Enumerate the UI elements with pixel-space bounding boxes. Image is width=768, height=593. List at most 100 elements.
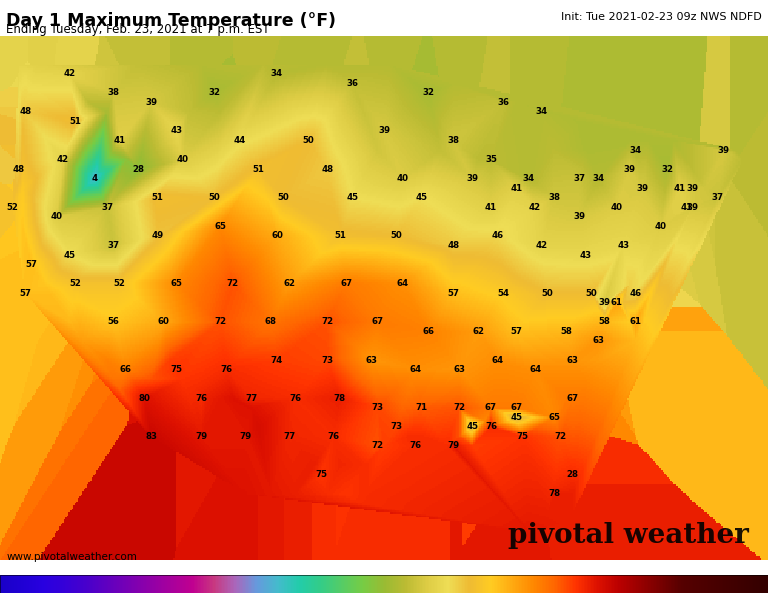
Text: 40: 40 [51, 212, 63, 221]
Text: 57: 57 [19, 289, 31, 298]
Text: 72: 72 [321, 317, 333, 326]
Text: pivotal weather: pivotal weather [508, 521, 749, 549]
Text: 49: 49 [151, 231, 164, 240]
Text: 63: 63 [567, 356, 579, 365]
Text: 40: 40 [397, 174, 409, 183]
Text: 39: 39 [573, 212, 585, 221]
Text: 40: 40 [177, 155, 189, 164]
Text: 50: 50 [277, 193, 290, 202]
Text: 64: 64 [397, 279, 409, 288]
Text: 63: 63 [366, 356, 377, 365]
Text: 45: 45 [346, 193, 359, 202]
Text: 77: 77 [283, 432, 296, 441]
Text: 41: 41 [674, 184, 686, 193]
Text: 50: 50 [208, 193, 220, 202]
Text: 76: 76 [328, 432, 339, 441]
Text: 40: 40 [611, 203, 623, 212]
Text: 39: 39 [687, 184, 698, 193]
Text: 76: 76 [195, 394, 207, 403]
Text: 76: 76 [485, 422, 497, 431]
Text: 45: 45 [466, 422, 478, 431]
Text: Ending Tuesday, Feb. 23, 2021 at 7 p.m. EST: Ending Tuesday, Feb. 23, 2021 at 7 p.m. … [6, 23, 270, 36]
Text: 32: 32 [422, 88, 434, 97]
Text: 67: 67 [485, 403, 497, 412]
Text: 65: 65 [548, 413, 560, 422]
Text: 72: 72 [372, 441, 384, 450]
Text: 75: 75 [315, 470, 327, 479]
Text: 39: 39 [378, 126, 390, 135]
Text: 65: 65 [170, 279, 182, 288]
Text: 66: 66 [120, 365, 132, 374]
Text: 28: 28 [567, 470, 579, 479]
Text: 77: 77 [246, 394, 258, 403]
Text: 39: 39 [687, 203, 698, 212]
Text: 39: 39 [636, 184, 648, 193]
Text: 34: 34 [630, 146, 642, 155]
Text: 46: 46 [630, 289, 642, 298]
Text: 67: 67 [340, 279, 353, 288]
Text: 63: 63 [592, 336, 604, 345]
Text: 58: 58 [598, 317, 611, 326]
Text: 41: 41 [510, 184, 522, 193]
Text: 57: 57 [510, 327, 522, 336]
Text: 34: 34 [535, 107, 548, 116]
Text: 52: 52 [70, 279, 81, 288]
Text: 50: 50 [391, 231, 402, 240]
Text: 36: 36 [498, 98, 510, 107]
Text: 39: 39 [466, 174, 478, 183]
Text: 42: 42 [529, 203, 541, 212]
Text: 36: 36 [346, 79, 359, 88]
Text: 40: 40 [655, 222, 667, 231]
Text: 61: 61 [611, 298, 623, 307]
Text: 50: 50 [303, 136, 314, 145]
Text: www.pivotalweather.com: www.pivotalweather.com [6, 551, 137, 562]
Text: 79: 79 [240, 432, 252, 441]
Text: 34: 34 [523, 174, 535, 183]
Text: 60: 60 [271, 231, 283, 240]
Text: 42: 42 [63, 69, 75, 78]
Text: 39: 39 [718, 146, 730, 155]
Text: 71: 71 [415, 403, 428, 412]
Text: 58: 58 [561, 327, 572, 336]
Text: 52: 52 [7, 203, 18, 212]
Text: 37: 37 [101, 203, 113, 212]
Text: 72: 72 [453, 403, 465, 412]
Text: 73: 73 [372, 403, 384, 412]
Text: 61: 61 [630, 317, 642, 326]
Text: 68: 68 [265, 317, 276, 326]
Text: 4: 4 [91, 174, 98, 183]
Text: 64: 64 [409, 365, 422, 374]
Text: 39: 39 [145, 98, 157, 107]
Text: 65: 65 [214, 222, 227, 231]
Text: 67: 67 [372, 317, 384, 326]
Text: 32: 32 [661, 165, 674, 174]
Text: 76: 76 [220, 365, 233, 374]
Text: 75: 75 [170, 365, 182, 374]
Text: 62: 62 [283, 279, 296, 288]
Text: 52: 52 [114, 279, 125, 288]
Text: 64: 64 [492, 356, 503, 365]
Text: 48: 48 [447, 241, 459, 250]
Text: 45: 45 [510, 413, 522, 422]
Text: 76: 76 [290, 394, 302, 403]
Text: 51: 51 [151, 193, 164, 202]
Text: 50: 50 [541, 289, 554, 298]
Text: 48: 48 [19, 107, 31, 116]
Text: 41: 41 [680, 203, 692, 212]
Text: 43: 43 [617, 241, 629, 250]
Text: 38: 38 [447, 136, 459, 145]
Text: 83: 83 [145, 432, 157, 441]
Text: 54: 54 [498, 289, 510, 298]
Text: 74: 74 [271, 356, 283, 365]
Text: 73: 73 [321, 356, 333, 365]
Text: Day 1 Maximum Temperature (°F): Day 1 Maximum Temperature (°F) [6, 12, 336, 30]
Text: 45: 45 [415, 193, 428, 202]
Text: 48: 48 [321, 165, 333, 174]
Text: 28: 28 [133, 165, 144, 174]
Text: 76: 76 [409, 441, 422, 450]
Text: 57: 57 [447, 289, 459, 298]
Text: 63: 63 [454, 365, 465, 374]
Text: 45: 45 [63, 251, 75, 260]
Text: 32: 32 [208, 88, 220, 97]
Text: 37: 37 [108, 241, 119, 250]
